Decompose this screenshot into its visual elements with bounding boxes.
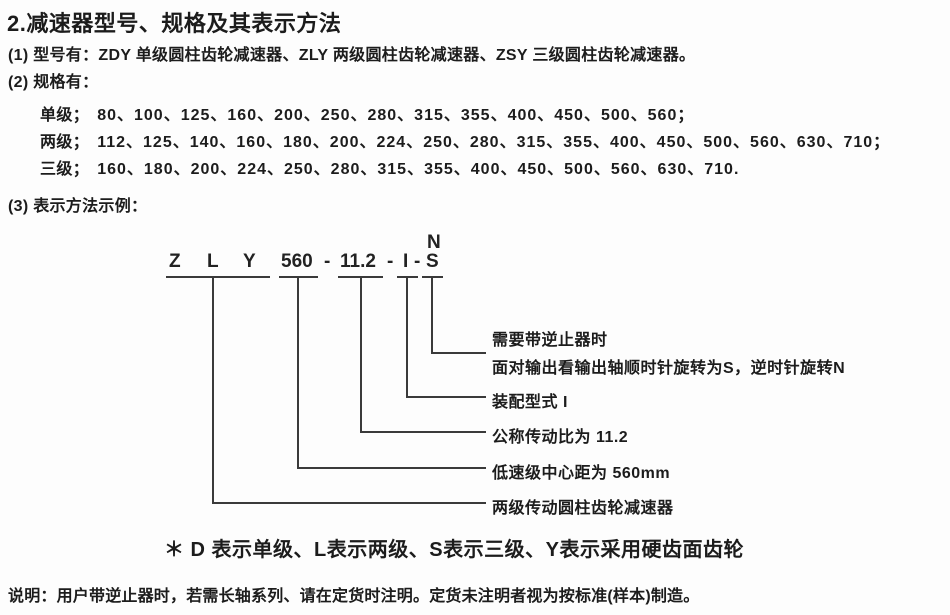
spec-values: 80、100、125、160、200、250、280、315、355、400、4… xyxy=(97,107,695,124)
ordering-note: 说明：用户带逆止器时，若需长轴系列、请在定货时注明。定货未注明者视为按标准(样本… xyxy=(8,588,700,605)
leader-horizontal-center-distance xyxy=(297,467,486,469)
spec-row-single-stage: 单级； 80、100、125、160、200、250、280、315、355、40… xyxy=(40,101,694,125)
leader-vertical-assembly xyxy=(406,277,408,398)
leader-horizontal-series xyxy=(212,502,486,504)
label-assembly-type: 装配型式 I xyxy=(492,394,568,411)
code-ratio: 11.2 xyxy=(340,251,376,272)
code-dash-1: - xyxy=(324,251,331,272)
leader-horizontal-assembly xyxy=(406,396,486,398)
code-letter-y: Y xyxy=(243,251,256,272)
leader-vertical-ratio xyxy=(360,277,362,433)
paragraph-specs-heading: (2) 规格有： xyxy=(8,74,99,91)
leader-vertical-series xyxy=(212,277,214,504)
code-letter-z: Z xyxy=(169,251,181,272)
code-assembly-type: I xyxy=(403,251,409,272)
label-center-distance: 低速级中心距为 560mm xyxy=(492,465,671,482)
leader-vertical-center-distance xyxy=(297,277,299,469)
code-rotation-n: N xyxy=(427,232,441,253)
leader-horizontal-ratio xyxy=(360,431,486,433)
spec-row-three-stage: 三级； 160、180、200、224、250、280、315、355、400、4… xyxy=(40,155,739,179)
code-letter-l: L xyxy=(207,251,219,272)
spec-label: 两级； xyxy=(40,134,90,151)
label-rotation-line1: 需要带逆止器时 xyxy=(492,332,608,349)
page-title: 2.减速器型号、规格及其表示方法 xyxy=(7,11,342,36)
paragraph-example-heading: (3) 表示方法示例： xyxy=(8,198,148,215)
leader-vertical-rotation xyxy=(431,277,433,354)
code-rotation-s: S xyxy=(426,251,439,272)
spec-values: 160、180、200、224、250、280、315、355、400、450、… xyxy=(97,161,740,178)
spec-label: 三级； xyxy=(40,161,90,178)
spec-label: 单级； xyxy=(40,107,90,124)
footnote-letter-meanings: ＊ D 表示单级、L表示两级、S表示三级、Y表示采用硬齿面齿轮 xyxy=(164,539,744,561)
code-dash-3: - xyxy=(414,251,421,272)
label-ratio: 公称传动比为 11.2 xyxy=(492,429,629,446)
label-series: 两级传动圆柱齿轮减速器 xyxy=(492,500,674,517)
underline-zly xyxy=(166,276,270,278)
code-dash-2: - xyxy=(387,251,394,272)
paragraph-models: (1) 型号有：ZDY 单级圆柱齿轮减速器、ZLY 两级圆柱齿轮减速器、ZSY … xyxy=(8,47,696,64)
code-center-distance: 560 xyxy=(281,251,313,272)
spec-row-two-stage: 两级； 112、125、140、160、180、200、224、250、280、3… xyxy=(40,128,890,152)
label-rotation-line2: 面对输出看输出轴顺时针旋转为S，逆时针旋转N xyxy=(492,360,846,377)
spec-values: 112、125、140、160、180、200、224、250、280、315、… xyxy=(97,134,891,151)
leader-horizontal-rotation xyxy=(431,352,486,354)
